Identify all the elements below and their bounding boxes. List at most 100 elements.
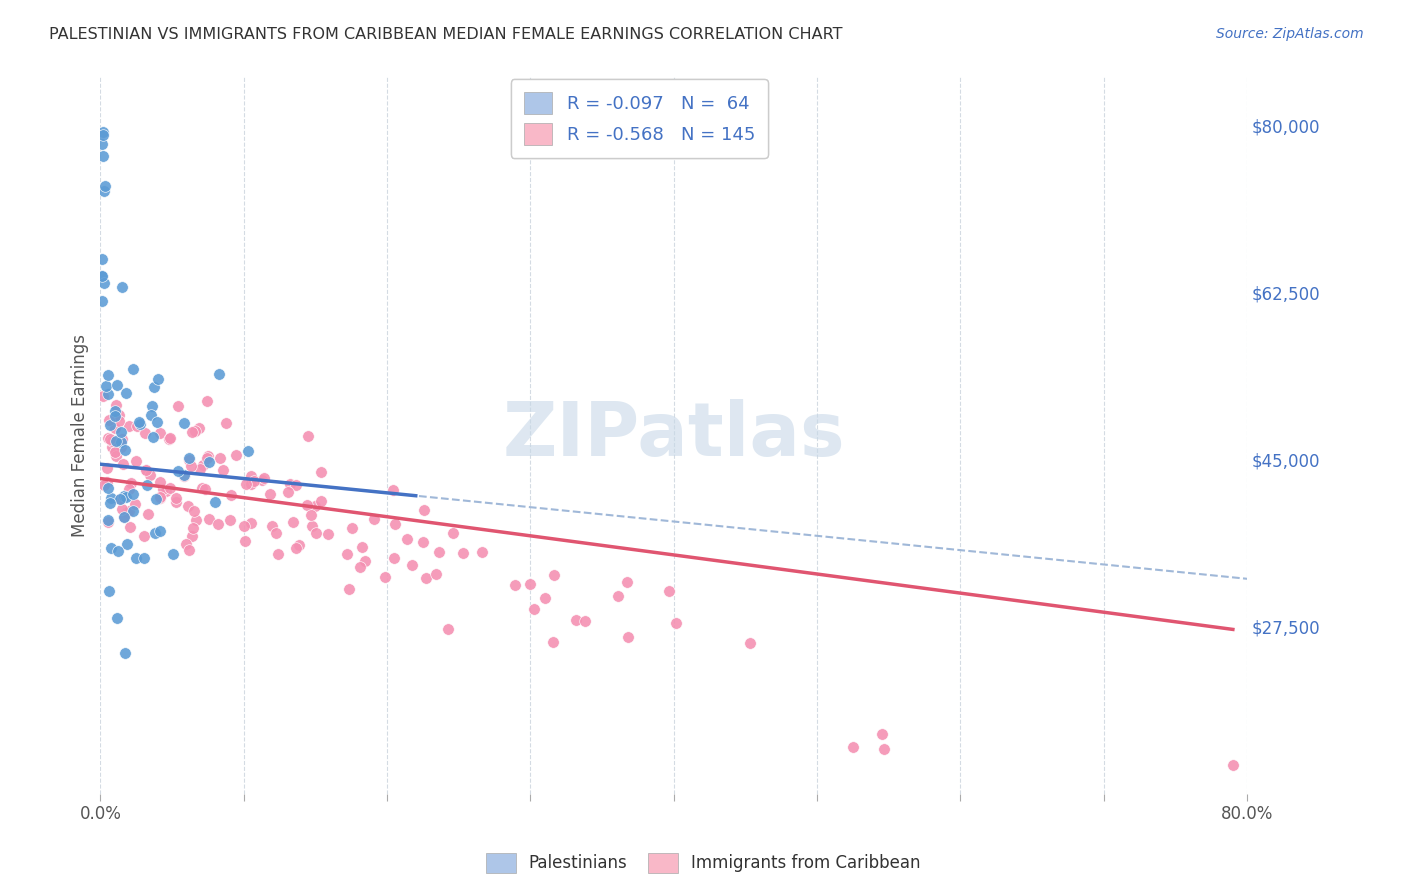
- Point: [425, 566, 447, 581]
- Point: [124, 497, 146, 511]
- Point: [354, 554, 377, 568]
- Point: [118, 418, 141, 433]
- Point: [91, 148, 114, 162]
- Point: [104, 421, 127, 435]
- Point: [658, 584, 681, 599]
- Point: [318, 527, 340, 541]
- Point: [239, 468, 262, 483]
- Point: [98, 496, 121, 510]
- Point: [94, 178, 117, 193]
- Point: [93, 125, 115, 139]
- Point: [120, 520, 142, 534]
- Point: [304, 500, 326, 514]
- Point: [384, 516, 406, 531]
- Point: [104, 398, 127, 412]
- Point: [285, 478, 308, 492]
- Point: [301, 519, 323, 533]
- Point: [188, 420, 211, 434]
- Point: [145, 525, 167, 540]
- Point: [141, 399, 163, 413]
- Point: [436, 622, 458, 636]
- Point: [177, 453, 200, 467]
- Point: [97, 584, 120, 599]
- Point: [115, 385, 138, 400]
- Point: [616, 575, 638, 590]
- Point: [267, 547, 290, 561]
- Point: [564, 613, 586, 627]
- Point: [309, 494, 332, 508]
- Point: [188, 461, 211, 475]
- Point: [134, 425, 156, 440]
- Point: [93, 184, 115, 198]
- Point: [363, 512, 385, 526]
- Point: [90, 294, 112, 309]
- Point: [607, 589, 630, 603]
- Point: [111, 432, 134, 446]
- Point: [191, 482, 214, 496]
- Point: [471, 544, 494, 558]
- Point: [149, 425, 172, 440]
- Point: [98, 417, 121, 432]
- Point: [215, 416, 238, 430]
- Point: [101, 440, 124, 454]
- Point: [198, 454, 221, 468]
- Point: [98, 432, 121, 446]
- Point: [110, 440, 132, 454]
- Point: [204, 495, 226, 509]
- Point: [519, 577, 541, 591]
- Point: [97, 515, 120, 529]
- Point: [112, 489, 135, 503]
- Point: [107, 544, 129, 558]
- Point: [240, 477, 263, 491]
- Point: [111, 279, 134, 293]
- Point: [100, 491, 122, 505]
- Point: [135, 463, 157, 477]
- Point: [236, 444, 259, 458]
- Point: [1222, 758, 1244, 772]
- Point: [91, 128, 114, 143]
- Point: [110, 502, 132, 516]
- Point: [259, 486, 281, 500]
- Point: [173, 416, 195, 430]
- Point: [149, 475, 172, 489]
- Point: [295, 499, 318, 513]
- Point: [429, 545, 451, 559]
- Point: [305, 525, 328, 540]
- Point: [543, 568, 565, 582]
- Point: [543, 634, 565, 648]
- Point: [90, 269, 112, 284]
- Point: [101, 434, 124, 449]
- Point: [91, 389, 114, 403]
- Point: [173, 469, 195, 483]
- Point: [311, 466, 333, 480]
- Y-axis label: Median Female Earnings: Median Female Earnings: [72, 334, 89, 537]
- Point: [165, 495, 187, 509]
- Point: [96, 461, 118, 475]
- Point: [104, 409, 127, 424]
- Point: [842, 739, 865, 754]
- Point: [105, 434, 128, 449]
- Point: [277, 485, 299, 500]
- Point: [412, 503, 434, 517]
- Point: [141, 409, 163, 423]
- Point: [142, 380, 165, 394]
- Point: [114, 442, 136, 457]
- Point: [264, 526, 287, 541]
- Point: [197, 449, 219, 463]
- Point: [132, 529, 155, 543]
- Point: [260, 519, 283, 533]
- Point: [146, 415, 169, 429]
- Point: [195, 451, 218, 466]
- Point: [239, 516, 262, 530]
- Point: [180, 425, 202, 439]
- Point: [184, 424, 207, 438]
- Point: [93, 478, 115, 492]
- Point: [121, 486, 143, 500]
- Point: [97, 431, 120, 445]
- Point: [208, 450, 231, 465]
- Point: [104, 404, 127, 418]
- Point: [157, 432, 180, 446]
- Point: [395, 532, 418, 546]
- Point: [104, 444, 127, 458]
- Point: [195, 394, 218, 409]
